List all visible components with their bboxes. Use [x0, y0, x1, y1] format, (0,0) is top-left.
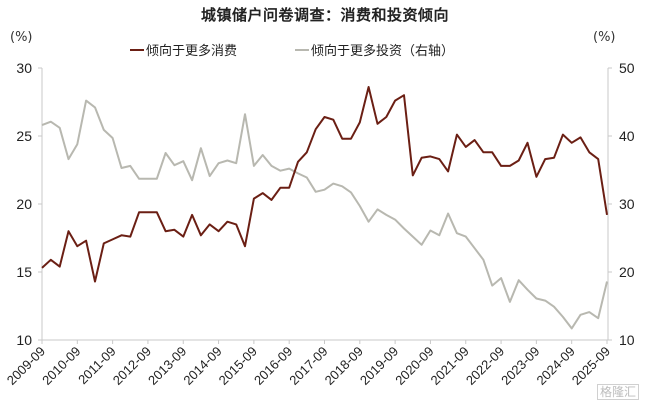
right-y-tick-label: 30 — [619, 196, 635, 212]
x-tick-label: 2014-09 — [180, 344, 224, 388]
watermark-logo: 格隆汇 — [597, 384, 640, 400]
left-axis-unit: (%) — [10, 30, 33, 45]
right-y-tick-label: 50 — [619, 60, 635, 76]
x-tick-label: 2009-09 — [4, 344, 48, 388]
left-y-tick-label: 15 — [16, 264, 32, 280]
x-tick-label: 2010-09 — [39, 344, 83, 388]
x-tick-label: 2021-09 — [428, 344, 472, 388]
left-y-tick-label: 30 — [16, 60, 32, 76]
legend-item-investment: 倾向于更多投资（右轴） — [295, 40, 454, 59]
x-tick-label: 2016-09 — [251, 344, 295, 388]
legend-item-consumption: 倾向于更多消费 — [130, 40, 237, 59]
x-tick-label: 2024-09 — [533, 344, 577, 388]
x-tick-label: 2022-09 — [463, 344, 507, 388]
x-tick-label: 2015-09 — [216, 344, 260, 388]
legend-label-consumption: 倾向于更多消费 — [146, 44, 238, 59]
legend-swatch-investment — [295, 48, 310, 51]
left-y-tick-label: 20 — [16, 196, 32, 212]
right-axis-unit: (%) — [593, 30, 616, 45]
series-line-consumption — [41, 86, 608, 283]
x-tick-label: 2018-09 — [322, 344, 366, 388]
x-tick-label: 2012-09 — [110, 344, 154, 388]
x-tick-label: 2020-09 — [392, 344, 436, 388]
left-y-tick-label: 10 — [16, 332, 32, 348]
right-y-tick-label: 40 — [619, 128, 635, 144]
legend-label-investment: 倾向于更多投资（右轴） — [311, 44, 455, 59]
x-tick-label: 2013-09 — [145, 344, 189, 388]
right-y-tick-label: 20 — [619, 264, 635, 280]
legend-swatch-consumption — [130, 48, 144, 51]
chart-legend: 倾向于更多消费 倾向于更多投资（右轴） — [130, 40, 454, 59]
chart-title: 城镇储户问卷调查：消费和投资倾向 — [200, 6, 449, 24]
series-line-investment — [41, 99, 608, 330]
x-tick-label: 2025-09 — [569, 344, 613, 388]
x-tick-label: 2019-09 — [357, 344, 401, 388]
right-y-tick-label: 10 — [619, 332, 635, 348]
x-tick-label: 2017-09 — [286, 344, 330, 388]
x-tick-label: 2023-09 — [498, 344, 542, 388]
left-y-tick-label: 25 — [16, 128, 32, 144]
